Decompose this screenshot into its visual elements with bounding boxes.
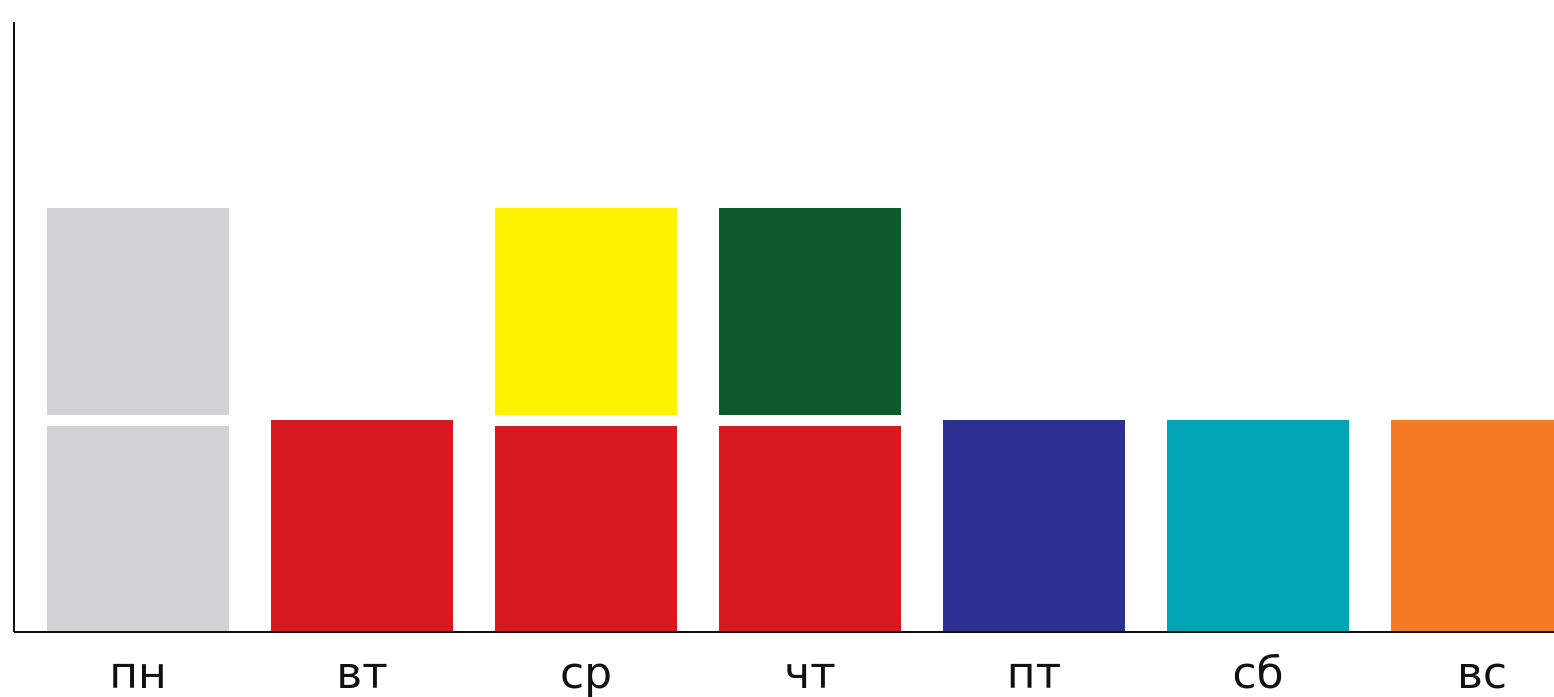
bar-segment-пт-1 — [943, 420, 1125, 632]
bar-segment-ср-2 — [495, 208, 677, 415]
bar-segment-пн-1 — [47, 426, 229, 632]
bar-segment-сб-1 — [1167, 420, 1349, 632]
x-tick-labels: пн вт ср чт пт сб вс — [109, 648, 1507, 697]
bars-group — [47, 208, 1554, 632]
x-tick-label: вс — [1457, 648, 1507, 697]
bar-segment-чт-2 — [719, 208, 901, 415]
bar-segment-вт-1 — [271, 420, 453, 632]
x-tick-label: вт — [336, 648, 388, 697]
bar-segment-чт-1 — [719, 426, 901, 632]
x-tick-label: пт — [1007, 648, 1061, 697]
bar-segment-пн-2 — [47, 208, 229, 415]
x-tick-label: пн — [109, 648, 167, 697]
x-tick-label: чт — [784, 648, 836, 697]
bar-segment-ср-1 — [495, 426, 677, 632]
x-tick-label: ср — [560, 648, 612, 697]
x-tick-label: сб — [1232, 648, 1283, 697]
bar-segment-вс-1 — [1391, 420, 1554, 632]
